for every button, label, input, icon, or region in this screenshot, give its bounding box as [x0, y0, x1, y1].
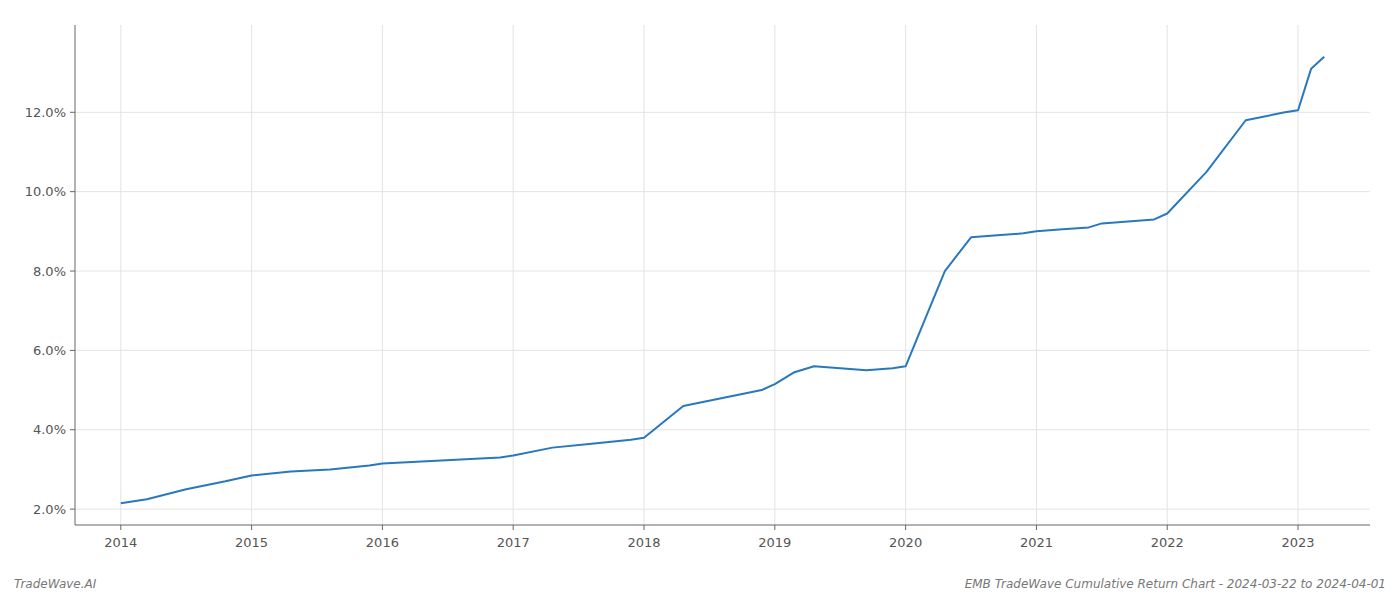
y-grid-line — [75, 271, 1370, 272]
x-tick-label: 2021 — [1020, 535, 1053, 550]
grid — [75, 25, 1370, 525]
x-tick — [382, 525, 383, 530]
footer-text: TradeWave.AI — [14, 577, 97, 591]
x-tick — [774, 525, 775, 530]
x-tick — [644, 525, 645, 530]
y-tick — [70, 191, 75, 192]
x-tick-label: 2017 — [497, 535, 530, 550]
y-axis-line — [75, 25, 76, 525]
x-tick — [905, 525, 906, 530]
y-tick-label: 6.0% — [33, 343, 66, 358]
x-grid-line — [382, 25, 383, 525]
x-tick — [1036, 525, 1037, 530]
x-grid-line — [1167, 25, 1168, 525]
y-tick — [70, 429, 75, 430]
y-tick — [70, 509, 75, 510]
x-grid-line — [251, 25, 252, 525]
x-tick — [1298, 525, 1299, 530]
x-axis-line — [75, 525, 1370, 526]
x-tick-label: 2020 — [889, 535, 922, 550]
y-grid-line — [75, 429, 1370, 430]
x-grid-line — [905, 25, 906, 525]
x-tick-label: 2015 — [235, 535, 268, 550]
x-tick-label: 2019 — [758, 535, 791, 550]
plot-area — [121, 57, 1324, 503]
x-tick-label: 2023 — [1282, 535, 1315, 550]
y-tick-label: 10.0% — [25, 184, 66, 199]
chart-container: 2014 2015 2016 2017 2018 2019 2020 2021 2022 2023… — [0, 0, 1400, 600]
y-grid-line — [75, 509, 1370, 510]
y-grid-line — [75, 191, 1370, 192]
x-grid-line — [513, 25, 514, 525]
x-grid-line — [120, 25, 121, 525]
y-tick-label: 12.0% — [25, 105, 66, 120]
x-tick-label: 2018 — [627, 535, 660, 550]
x-grid-line — [1298, 25, 1299, 525]
y-tick — [70, 112, 75, 113]
x-tick-label: 2014 — [104, 535, 137, 550]
y-tick — [70, 350, 75, 351]
x-tick-label: 2016 — [366, 535, 399, 550]
x-tick — [120, 525, 121, 530]
x-grid-line — [1036, 25, 1037, 525]
x-tick — [1167, 525, 1168, 530]
data-line — [121, 57, 1324, 503]
y-tick-label: 8.0% — [33, 264, 66, 279]
y-tick-label: 4.0% — [33, 422, 66, 437]
footer-text: EMB TradeWave Cumulative Return Chart - … — [965, 577, 1386, 591]
x-tick-label: 2022 — [1151, 535, 1184, 550]
x-tick — [513, 525, 514, 530]
y-grid-line — [75, 350, 1370, 351]
y-tick — [70, 271, 75, 272]
y-tick-label: 2.0% — [33, 502, 66, 517]
chart-svg: 2014 2015 2016 2017 2018 2019 2020 2021 2022 2023… — [0, 0, 1400, 600]
x-grid-line — [644, 25, 645, 525]
x-grid-line — [774, 25, 775, 525]
x-tick — [251, 525, 252, 530]
axes: 2014 2015 2016 2017 2018 2019 2020 2021 2022 2023… — [25, 25, 1370, 550]
y-grid-line — [75, 112, 1370, 113]
